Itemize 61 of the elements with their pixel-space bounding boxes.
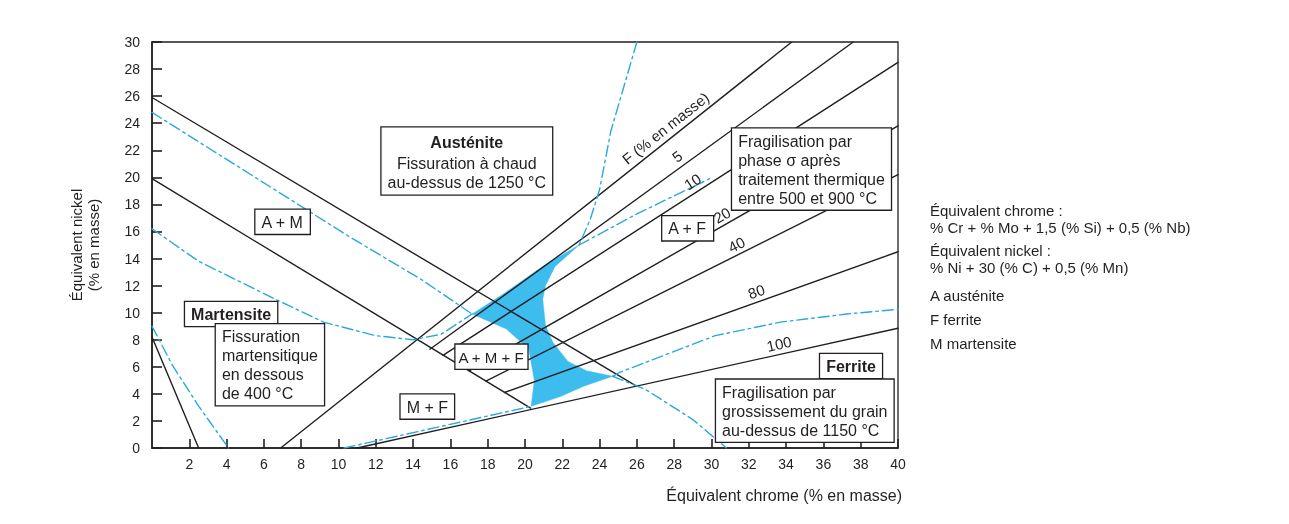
y-tick-label: 14 [124, 250, 141, 267]
text: % Ni + 30 (% C) + 0,5 (% Mn) [930, 258, 1129, 276]
text: Équivalent chrome : [930, 201, 1063, 219]
x-tick-label: 34 [778, 456, 795, 472]
annotation: Fragilisation par grossissement du grain au-dessus de 1150 °C [722, 383, 888, 439]
x-tick-label: 6 [260, 456, 268, 472]
text: M martensite [930, 334, 1017, 352]
annotation: Martensite [191, 306, 272, 324]
x-tick-label: 24 [591, 456, 608, 472]
x-tick-label: 38 [852, 456, 869, 472]
annotation: 10 [680, 169, 705, 194]
y-tick-label: 2 [132, 412, 141, 429]
annotation: A + M + F [458, 348, 524, 366]
y-tick-label: 30 [124, 34, 141, 50]
x-tick-label: 16 [442, 456, 459, 472]
annotation: 5 [668, 146, 686, 166]
y-tick-label: 4 [132, 385, 141, 402]
text: Équivalent nickel : [930, 241, 1051, 259]
x-axis-title: Équivalent chrome (% en masse) [666, 485, 902, 504]
text: % Cr + % Mo + 1,5 (% Si) + 0,5 (% Nb) [930, 218, 1191, 236]
x-tick-label: 30 [703, 456, 720, 472]
annotation: M + F [406, 398, 449, 416]
y-tick-label: 22 [124, 142, 141, 159]
y-axis-title: Équivalent nickel (% en masse) [68, 188, 102, 302]
x-tick-label: 36 [815, 456, 832, 472]
x-tick-label: 18 [479, 456, 496, 472]
y-tick-label: 6 [132, 358, 141, 375]
text: F ferrite [930, 310, 982, 328]
annotation: 80 [745, 280, 767, 303]
annotation: A + M [261, 213, 303, 231]
y-tick-label: 8 [132, 331, 141, 348]
y-tick-label: 26 [124, 88, 141, 105]
annotation: A + F [668, 220, 707, 238]
y-tick-label: 28 [124, 61, 141, 78]
x-tick-label: 22 [554, 456, 571, 472]
annotation: Ferrite [826, 357, 877, 375]
x-tick-label: 8 [297, 456, 306, 472]
x-tick-label: 28 [666, 456, 683, 472]
x-tick-label: 14 [405, 456, 422, 472]
x-tick-label: 20 [517, 456, 533, 472]
y-tick-label: 20 [124, 169, 141, 186]
x-tick-label: 2 [185, 456, 194, 472]
x-tick-label: 4 [222, 456, 231, 472]
annotation: Austénite Fissuration à chaud au-dessus de 1250 °C [387, 133, 547, 192]
y-tick-label: 10 [124, 304, 141, 321]
y-tick-label: 0 [132, 440, 141, 456]
x-tick-label: 10 [330, 456, 347, 472]
x-tick-label: 40 [890, 456, 906, 472]
x-tick-label: 32 [741, 456, 757, 472]
annotation: 100 [765, 332, 794, 355]
x-tick-label: 12 [368, 456, 384, 472]
annotation: Fissuration martensitique en dessous de 400 °C [221, 328, 319, 403]
text: A austénite [930, 286, 1005, 304]
y-tick-label: 24 [124, 115, 141, 132]
y-tick-label: 16 [124, 223, 141, 240]
y-tick-label: 12 [124, 277, 141, 294]
annotation: 40 [725, 233, 748, 256]
x-tick-label: 26 [629, 456, 645, 472]
y-tick-label: 18 [124, 196, 141, 213]
annotation: 20 [710, 203, 734, 227]
annotation: Fragilisation par phase σ après traitement thermique entre 500 et 900 °C [738, 132, 885, 207]
